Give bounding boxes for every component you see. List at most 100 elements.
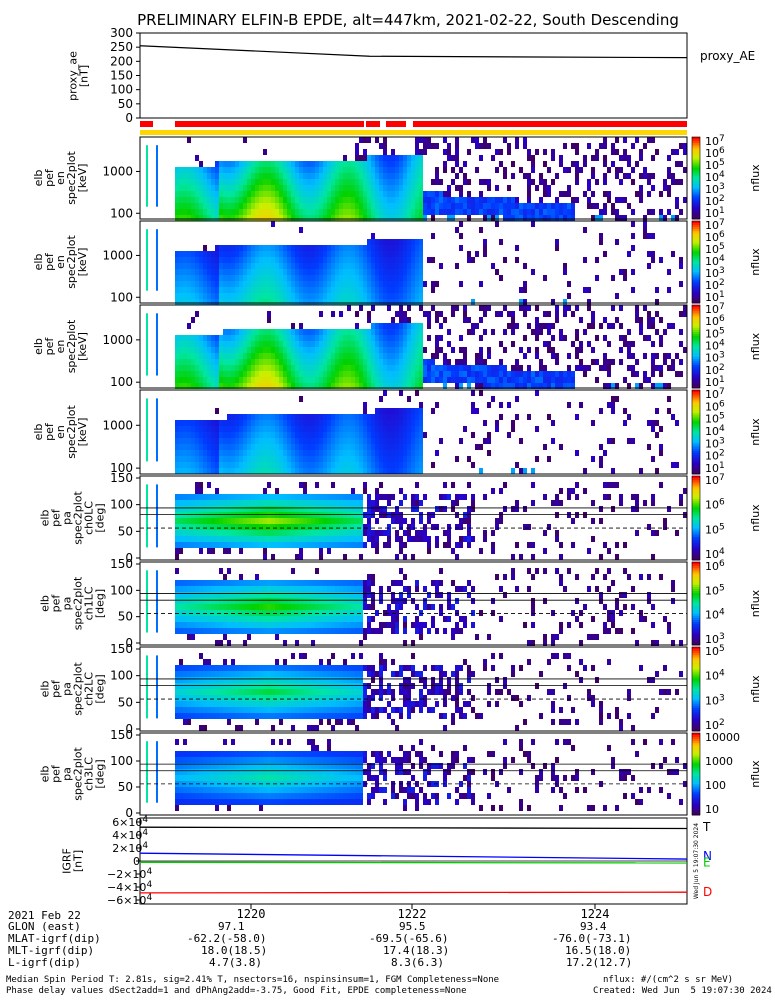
spectrogram-pixel [235,263,239,269]
spectrogram-pixel [575,450,579,456]
spectrogram-pixel [367,456,371,462]
spectrogram-ylabel-line: spec2plot [65,405,78,459]
spectrogram-pixel [411,173,415,179]
colorbar-cell [692,453,700,456]
spectrogram-pixel [399,263,403,269]
spectrogram-pixel [419,462,423,468]
spectrogram-pixel [431,524,435,530]
spectrogram-column [156,398,158,462]
spectrogram-pixel [279,604,283,610]
spectrogram-pixel [411,536,415,542]
spectrogram-pixel [391,251,395,257]
spectrogram-pixel [635,191,639,197]
spectrogram-pixel [631,143,635,149]
spectrogram-pixel [195,197,199,203]
colorbar-title-group: nflux [749,248,762,276]
spectrogram-pixel [263,500,267,506]
spectrogram-pixel [339,335,343,341]
spectrogram-pixel [663,353,667,359]
spectrogram-pixel [259,494,263,500]
colorbar-label: 105 [705,326,725,340]
spectrogram-pixel [263,365,267,371]
spectrogram-pixel [283,628,287,634]
spectrogram-pixel [275,462,279,468]
spectrogram-pixel [547,185,551,191]
spectrogram-pixel [367,269,371,275]
spectrogram-pixel [639,155,643,161]
spectrogram-pixel [235,414,239,420]
spectrogram-pixel [423,209,427,215]
spectrogram-pixel [515,359,519,365]
spectrogram-pixel [487,203,491,209]
spectrogram-pixel [243,263,247,269]
spectrogram-pixel [311,245,315,251]
spectrogram-pixel [215,462,219,468]
spectrogram-pixel [207,518,211,524]
spectrogram-pixel [403,239,407,245]
spectrogram-pixel [347,586,351,592]
spectrogram-pixel [247,275,251,281]
spectrogram-pixel [247,245,251,251]
spectrogram-pixel [487,377,491,383]
spectrogram-pixel [331,179,335,185]
spectrogram-pixel [359,197,363,203]
spectrogram-pixel [367,383,371,389]
spectrogram-pixel [179,456,183,462]
spectrogram-pixel [227,506,231,512]
spectrogram-pixel [275,580,279,586]
spectrogram-pixel [359,173,363,179]
spectrogram-pixel [359,580,363,586]
spectrogram-pixel [215,432,219,438]
spectrogram-pixel [299,506,303,512]
spectrogram-pixel [287,185,291,191]
spectrogram-pixel [295,580,299,586]
spectrogram-pixel [299,518,303,524]
spectrogram-pixel [551,203,555,209]
spectrogram-pixel [183,347,187,353]
spectrogram-pixel [355,506,359,512]
spectrogram-pixel [483,536,487,542]
spectrogram-pixel [375,548,379,554]
spectrogram-pixel [499,203,503,209]
quality-segment [386,121,406,127]
spectrogram-pixel [203,197,207,203]
spectrogram-pixel [359,598,363,604]
colorbar-cell [692,171,700,175]
spectrogram-column [156,313,158,376]
spectrogram-pixel [203,263,207,269]
spectrogram-pixel [267,530,271,536]
spectrogram-pixel [263,191,267,197]
spectrogram-pixel [239,524,243,530]
spectrogram-pixel [227,524,231,530]
spectrogram-pixel [307,494,311,500]
spectrogram-pixel [295,191,299,197]
spectrogram-pixel [415,371,419,377]
spectrogram-pixel [215,598,219,604]
spectrogram-pixel [287,377,291,383]
spectrogram-pixel [203,444,207,450]
spectrogram-pixel [299,396,303,402]
spectrogram-pixel [447,365,451,371]
spectrogram-pixel [203,518,207,524]
spectrogram-pixel [323,438,327,444]
spectrogram-pixel [355,371,359,377]
quality-segment [175,121,364,127]
spectrogram-pixel [335,371,339,377]
spectrogram-pixel [283,586,287,592]
spectrogram-pixel [331,245,335,251]
spectrogram-pixel [583,161,587,167]
spectrogram-pixel [387,371,391,377]
spectrogram-pixel [459,347,463,353]
spectrogram-pixel [387,536,391,542]
spectrogram-pixel [363,137,367,143]
spectrogram-pixel [547,311,551,317]
spectrogram-pixel [343,245,347,251]
spectrogram-pixel [275,341,279,347]
spectrogram-pixel [371,377,375,383]
spectrogram-pixel [347,191,351,197]
spectrogram-pixel [215,275,219,281]
spectrogram-pixel [263,592,267,598]
spectrogram-pixel [343,161,347,167]
spectrogram-pixel [243,604,247,610]
spectrogram-pixel [331,580,335,586]
